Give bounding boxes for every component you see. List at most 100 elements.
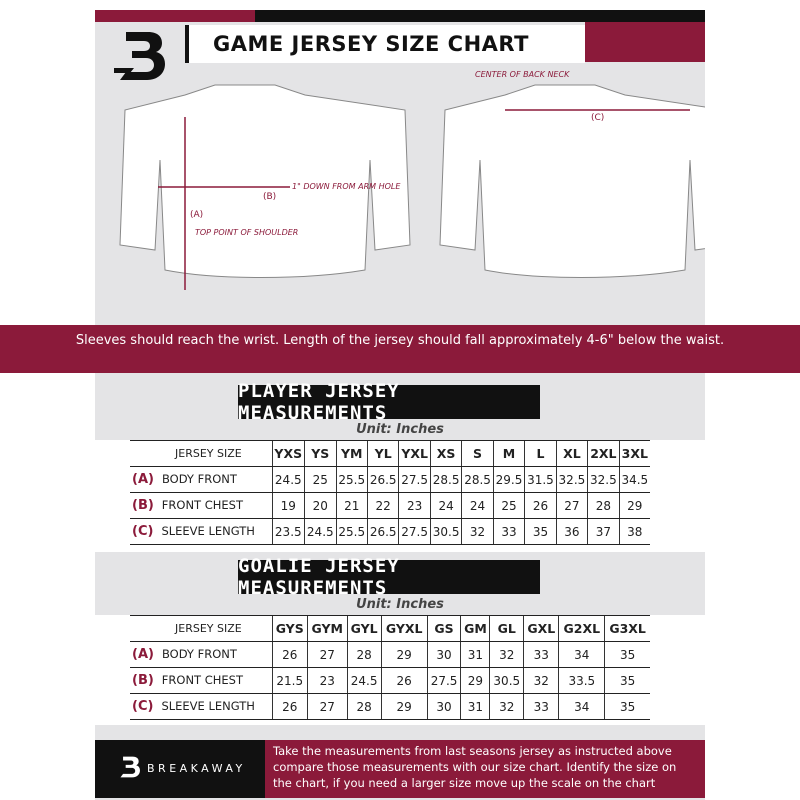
measurement-cell: 21 — [335, 492, 368, 519]
size-col-header: 2XL — [587, 440, 620, 467]
measurement-cell: 26 — [271, 641, 308, 668]
header-row: JERSEY SIZE GYS GYM GYL GYXL GS GM GL GXL G2XL G3X… — [130, 615, 650, 642]
measurement-cell: 35 — [604, 641, 650, 668]
size-col-header: GXL — [523, 615, 559, 642]
row-name: BODY FRONT — [161, 647, 237, 661]
size-col-header: GYXL — [380, 615, 428, 642]
measurement-cell: 35 — [604, 667, 650, 694]
row-code: (C) — [132, 699, 154, 714]
size-header: JERSEY SIZE — [130, 615, 272, 642]
measurement-cell: 25.5 — [335, 518, 368, 545]
size-col-header: L — [524, 440, 557, 467]
measurement-cell: 25.5 — [335, 466, 368, 493]
row-name: FRONT CHEST — [161, 673, 244, 687]
measurement-cell: 24.5 — [346, 667, 382, 694]
goalie-section-title: GOALIE JERSEY MEASUREMENTS — [238, 555, 540, 599]
measurement-cell: 29 — [618, 492, 650, 519]
measurement-cell: 19 — [271, 492, 305, 519]
measurement-cell: 27 — [306, 693, 348, 720]
table-row: (A) BODY FRONT 24.5 25 25.5 26.5 27.5 28.5 28.5 2… — [130, 466, 650, 493]
size-col-header: 3XL — [618, 440, 650, 467]
measurement-cell: 27.5 — [398, 518, 431, 545]
measurement-cell: 34 — [558, 693, 605, 720]
measurement-cell: 28.5 — [429, 466, 462, 493]
measurement-cell: 26 — [524, 492, 557, 519]
row-name: BODY FRONT — [161, 472, 237, 486]
measurement-cell: 27.5 — [426, 667, 461, 694]
measurement-cell: 30 — [426, 641, 461, 668]
measurement-cell: 38 — [618, 518, 650, 545]
goalie-unit: Unit: Inches — [356, 597, 444, 612]
table-row: (B) FRONT CHEST 19 20 21 22 23 24 24 25 26 27 28 29 — [130, 492, 650, 519]
row-name: FRONT CHEST — [161, 498, 244, 512]
row-label: (C) SLEEVE LENGTH — [130, 518, 272, 545]
size-col-header: GS — [426, 615, 461, 642]
measurement-cell: 25 — [304, 466, 337, 493]
measurement-cell: 33.5 — [558, 667, 605, 694]
measurement-cell: 30 — [426, 693, 461, 720]
measurement-cell: 28 — [346, 641, 382, 668]
table-row: (A) BODY FRONT 26 27 28 29 30 31 32 33 34 35 — [130, 641, 650, 668]
fit-note: Sleeves should reach the wrist. Length o… — [0, 325, 800, 373]
measurement-cell: 28 — [587, 492, 620, 519]
size-col-header: GYL — [346, 615, 382, 642]
measurement-cell: 28 — [346, 693, 382, 720]
label-c: (C) — [591, 113, 604, 123]
title-accent-block — [585, 22, 705, 62]
measurement-cell: 27 — [306, 641, 348, 668]
measurement-cell: 28.5 — [461, 466, 494, 493]
measurement-cell: 31 — [460, 693, 490, 720]
measurement-cell: 24 — [461, 492, 494, 519]
row-name: SLEEVE LENGTH — [161, 699, 255, 713]
row-label: (A) BODY FRONT — [130, 466, 272, 493]
measurement-cell: 36 — [555, 518, 588, 545]
size-col-header: G2XL — [558, 615, 605, 642]
measurement-cell: 35 — [604, 693, 650, 720]
row-label: (B) FRONT CHEST — [130, 492, 272, 519]
goalie-table-area: JERSEY SIZE GYS GYM GYL GYXL GS GM GL GXL G2XL G3X… — [95, 615, 705, 725]
size-col-header: GYM — [306, 615, 348, 642]
measurement-cell: 26.5 — [366, 518, 399, 545]
footer-brand: BREAKAWAY — [95, 740, 265, 798]
row-label: (C) SLEEVE LENGTH — [130, 693, 272, 720]
measurement-cell: 29 — [380, 693, 428, 720]
size-col-header: S — [461, 440, 494, 467]
measurement-cell: 32 — [489, 641, 524, 668]
measurement-cell: 33 — [492, 518, 525, 545]
table-row: (C) SLEEVE LENGTH 26 27 28 29 30 31 32 33 34 35 — [130, 693, 650, 720]
size-header: JERSEY SIZE — [130, 440, 272, 467]
measurement-cell: 26.5 — [366, 466, 399, 493]
size-col-header: GYS — [271, 615, 308, 642]
table-row: (B) FRONT CHEST 21.5 23 24.5 26 27.5 29 30.5 32 33… — [130, 667, 650, 694]
page-title: GAME JERSEY SIZE CHART — [185, 25, 585, 63]
measurement-cell: 32 — [523, 667, 559, 694]
measurement-cell: 32.5 — [587, 466, 620, 493]
row-label: (A) BODY FRONT — [130, 641, 272, 668]
top-bar-accent — [95, 10, 255, 22]
center-back-neck-label: CENTER OF BACK NECK — [475, 70, 570, 79]
size-col-header: GL — [489, 615, 524, 642]
size-col-header: YL — [366, 440, 399, 467]
measurement-cell: 23 — [306, 667, 348, 694]
row-label: (B) FRONT CHEST — [130, 667, 272, 694]
table-row: (C) SLEEVE LENGTH 23.5 24.5 25.5 26.5 27.5 30.5… — [130, 518, 650, 545]
measurement-cell: 24.5 — [304, 518, 337, 545]
size-col-header: XS — [429, 440, 462, 467]
measurement-cell: 34.5 — [618, 466, 650, 493]
measurement-cell: 33 — [523, 641, 559, 668]
size-col-header: G3XL — [604, 615, 650, 642]
size-col-header: M — [492, 440, 525, 467]
row-code: (A) — [132, 647, 154, 662]
player-unit: Unit: Inches — [356, 422, 444, 437]
footer-logo — [120, 756, 140, 778]
measurement-cell: 23.5 — [271, 518, 305, 545]
measurement-cell: 32 — [489, 693, 524, 720]
row-name: SLEEVE LENGTH — [161, 524, 255, 538]
measurement-cell: 29 — [460, 667, 490, 694]
size-col-header: YXL — [398, 440, 431, 467]
player-size-table: JERSEY SIZE YXS YS YM YL YXL XS S M L XL 2XL 3XL (A) B… — [130, 440, 650, 545]
row-code: (B) — [132, 673, 154, 688]
measurement-cell: 30.5 — [489, 667, 524, 694]
measurement-cell: 37 — [587, 518, 620, 545]
measurement-cell: 21.5 — [271, 667, 308, 694]
